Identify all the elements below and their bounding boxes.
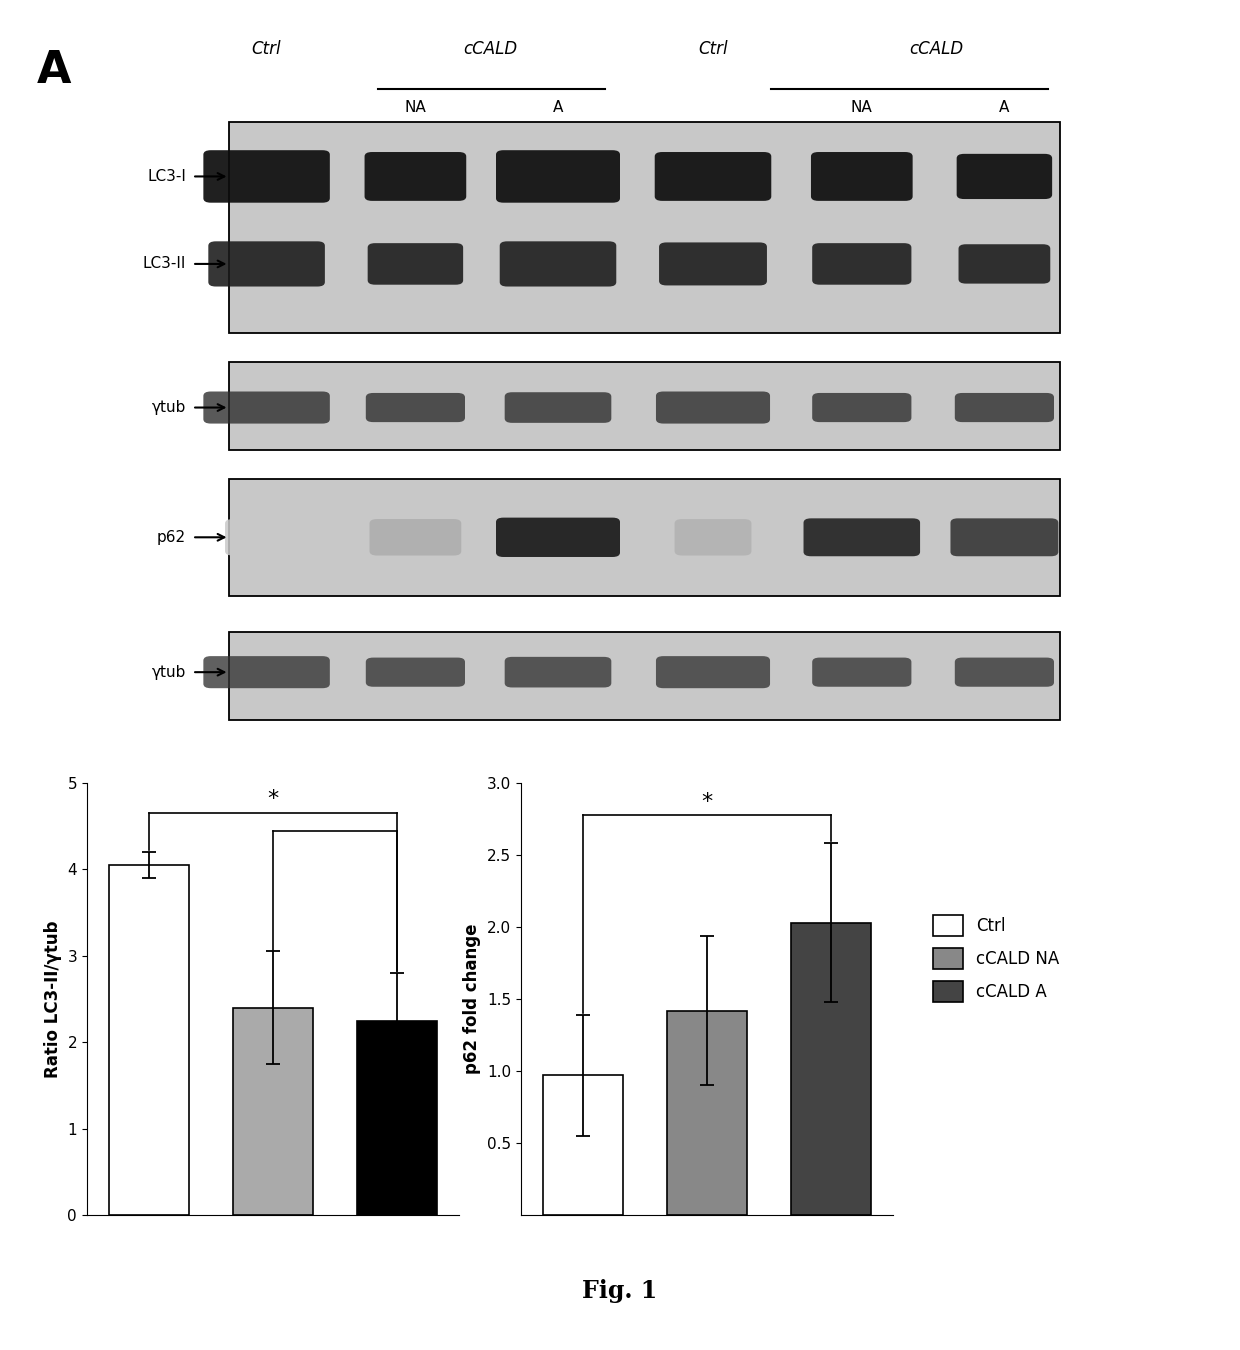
FancyBboxPatch shape	[811, 153, 913, 201]
Bar	[667, 1011, 746, 1215]
Bar	[229, 479, 1060, 595]
FancyBboxPatch shape	[370, 520, 461, 556]
FancyBboxPatch shape	[226, 520, 308, 556]
FancyBboxPatch shape	[367, 243, 464, 285]
Text: A: A	[553, 100, 563, 115]
FancyBboxPatch shape	[365, 153, 466, 201]
FancyBboxPatch shape	[804, 518, 920, 556]
FancyBboxPatch shape	[496, 150, 620, 202]
Text: NA: NA	[404, 100, 427, 115]
Bar	[109, 865, 190, 1215]
Bar	[357, 1021, 438, 1215]
FancyBboxPatch shape	[955, 657, 1054, 687]
FancyBboxPatch shape	[812, 393, 911, 423]
FancyBboxPatch shape	[959, 244, 1050, 284]
FancyBboxPatch shape	[660, 243, 766, 285]
FancyBboxPatch shape	[655, 153, 771, 201]
FancyBboxPatch shape	[500, 242, 616, 286]
FancyBboxPatch shape	[812, 243, 911, 285]
FancyBboxPatch shape	[203, 150, 330, 202]
FancyBboxPatch shape	[366, 657, 465, 687]
Bar	[229, 362, 1060, 450]
FancyBboxPatch shape	[675, 520, 751, 556]
Text: A: A	[999, 100, 1009, 115]
Bar	[791, 922, 870, 1215]
Text: Ctrl: Ctrl	[698, 40, 728, 58]
Text: NA: NA	[851, 100, 873, 115]
Text: LC3-I: LC3-I	[148, 169, 186, 184]
Bar	[543, 1076, 624, 1215]
Text: *: *	[701, 792, 713, 811]
Y-axis label: p62 fold change: p62 fold change	[464, 923, 481, 1075]
Text: γtub: γtub	[151, 400, 186, 414]
FancyBboxPatch shape	[951, 518, 1059, 556]
Text: p62: p62	[157, 529, 186, 545]
FancyBboxPatch shape	[496, 517, 620, 558]
FancyBboxPatch shape	[656, 656, 770, 688]
FancyBboxPatch shape	[505, 393, 611, 423]
FancyBboxPatch shape	[366, 393, 465, 423]
FancyBboxPatch shape	[812, 657, 911, 687]
Text: Fig. 1: Fig. 1	[583, 1278, 657, 1303]
Text: LC3-II: LC3-II	[143, 256, 186, 271]
Text: cCALD: cCALD	[909, 40, 963, 58]
Text: γtub: γtub	[151, 664, 186, 679]
FancyBboxPatch shape	[955, 393, 1054, 423]
FancyBboxPatch shape	[505, 657, 611, 687]
Text: A: A	[37, 49, 72, 92]
FancyBboxPatch shape	[203, 656, 330, 688]
Text: Ctrl: Ctrl	[252, 40, 281, 58]
Bar	[229, 632, 1060, 720]
Text: *: *	[267, 788, 279, 809]
FancyBboxPatch shape	[203, 392, 330, 424]
Text: cCALD: cCALD	[463, 40, 517, 58]
Bar	[229, 122, 1060, 333]
FancyBboxPatch shape	[957, 154, 1052, 198]
Y-axis label: Ratio LC3-II/γtub: Ratio LC3-II/γtub	[43, 921, 62, 1077]
FancyBboxPatch shape	[656, 392, 770, 424]
Legend: Ctrl, cCALD NA, cCALD A: Ctrl, cCALD NA, cCALD A	[926, 909, 1066, 1008]
Bar	[233, 1007, 312, 1215]
FancyBboxPatch shape	[208, 242, 325, 286]
